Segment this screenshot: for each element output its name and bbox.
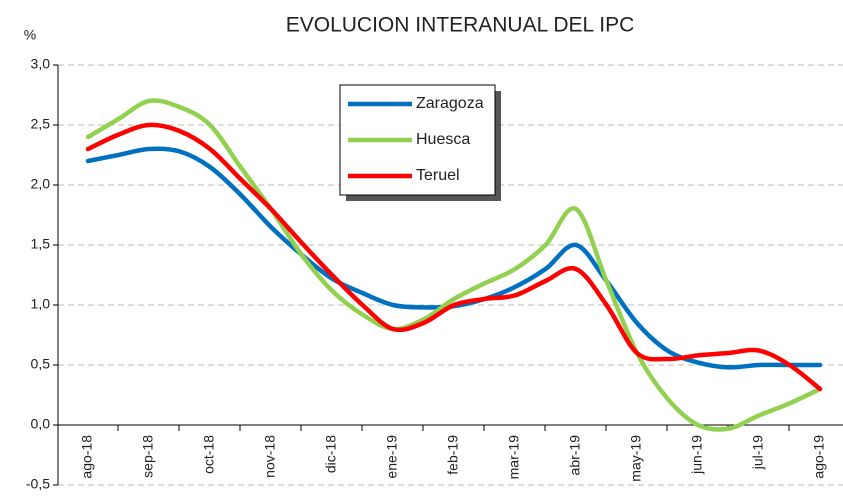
x-tick-label: nov-18: [262, 435, 278, 478]
series-line: [85, 98, 823, 432]
x-tick-label: ago-18: [79, 435, 95, 479]
x-tick-label: abr-19: [567, 435, 583, 476]
y-tick-label: 0,5: [31, 356, 51, 372]
x-tick-label: jul-19: [750, 435, 766, 470]
x-tick-label: mar-19: [506, 435, 522, 480]
y-tick-label: 3,0: [31, 56, 51, 72]
legend-label: Huesca: [416, 131, 470, 148]
series-line: [85, 122, 823, 392]
chart-title: EVOLUCION INTERANUAL DEL IPC: [286, 14, 635, 37]
legend-label: Zaragoza: [416, 95, 484, 112]
y-tick-label: 2,0: [31, 176, 51, 192]
x-tick-label: jun-19: [689, 435, 705, 475]
x-tick-label: ene-19: [384, 435, 400, 479]
x-tick-label: oct-18: [201, 435, 217, 474]
y-tick-label: -0,5: [26, 476, 50, 492]
legend-label: Teruel: [416, 167, 460, 184]
x-tick-label: ago-19: [811, 435, 827, 479]
x-tick-label: feb-19: [445, 435, 461, 475]
x-tick-label: sep-18: [140, 435, 156, 478]
x-tick-label: may-19: [628, 435, 644, 482]
y-tick-label: 1,0: [31, 296, 51, 312]
y-tick-label: 2,5: [31, 116, 51, 132]
x-tick-label: dic-18: [323, 435, 339, 473]
y-tick-label: 0,0: [31, 416, 51, 432]
y-tick-label: 1,5: [31, 236, 51, 252]
legend: Zaragoza Huesca Teruel: [339, 84, 501, 201]
y-axis-label: %: [24, 27, 36, 43]
